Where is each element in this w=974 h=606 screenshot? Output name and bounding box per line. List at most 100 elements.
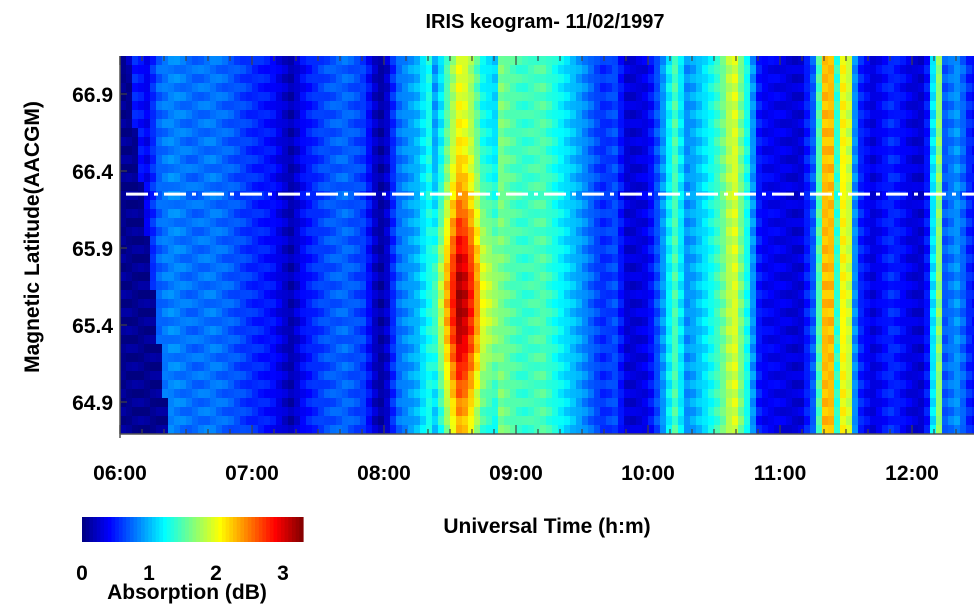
heatmap-cell bbox=[228, 209, 235, 219]
heatmap-cell bbox=[444, 74, 451, 84]
heatmap-cell bbox=[582, 164, 589, 174]
heatmap-cell bbox=[402, 200, 409, 210]
heatmap-cell bbox=[750, 425, 757, 435]
heatmap-cell bbox=[366, 218, 373, 228]
heatmap-cell bbox=[456, 371, 463, 381]
heatmap-cell bbox=[456, 218, 463, 228]
heatmap-cell bbox=[288, 416, 295, 426]
heatmap-cell bbox=[774, 254, 781, 264]
heatmap-cell bbox=[216, 317, 223, 327]
heatmap-cell bbox=[756, 110, 763, 120]
heatmap-cell bbox=[780, 335, 787, 345]
heatmap-cell bbox=[132, 56, 139, 66]
heatmap-cell bbox=[198, 110, 205, 120]
heatmap-cell bbox=[714, 164, 721, 174]
heatmap-cell bbox=[294, 101, 301, 111]
heatmap-cell bbox=[804, 389, 811, 399]
heatmap-cell bbox=[186, 155, 193, 165]
heatmap-cell bbox=[348, 380, 355, 390]
heatmap-cell bbox=[756, 209, 763, 219]
heatmap-cell bbox=[426, 83, 433, 93]
heatmap-cell bbox=[654, 146, 661, 156]
heatmap-cell bbox=[504, 407, 511, 417]
heatmap-cell bbox=[180, 119, 187, 129]
heatmap-cell bbox=[186, 56, 193, 66]
heatmap-cell bbox=[444, 128, 451, 138]
heatmap-cell bbox=[510, 128, 517, 138]
heatmap-cell bbox=[804, 272, 811, 282]
heatmap-cell bbox=[462, 344, 469, 354]
heatmap-cell bbox=[654, 317, 661, 327]
heatmap-cell bbox=[576, 353, 583, 363]
heatmap-cell bbox=[786, 254, 793, 264]
heatmap-cell bbox=[408, 101, 415, 111]
heatmap-cell bbox=[582, 182, 589, 192]
heatmap-cell bbox=[354, 65, 361, 75]
heatmap-cell bbox=[672, 128, 679, 138]
heatmap-cell bbox=[636, 173, 643, 183]
heatmap-cell bbox=[414, 155, 421, 165]
heatmap-cell bbox=[354, 164, 361, 174]
heatmap-cell bbox=[402, 389, 409, 399]
heatmap-cell bbox=[324, 353, 331, 363]
heatmap-cell bbox=[318, 65, 325, 75]
heatmap-cell bbox=[186, 200, 193, 210]
heatmap-cell bbox=[522, 290, 529, 300]
heatmap-cell bbox=[288, 254, 295, 264]
heatmap-cell bbox=[288, 380, 295, 390]
heatmap-cell bbox=[822, 92, 829, 102]
heatmap-cell bbox=[762, 290, 769, 300]
heatmap-cell bbox=[210, 56, 217, 66]
heatmap-cell bbox=[270, 317, 277, 327]
heatmap-cell bbox=[324, 209, 331, 219]
heatmap-cell bbox=[606, 128, 613, 138]
heatmap-cell bbox=[540, 344, 547, 354]
heatmap-cell bbox=[822, 200, 829, 210]
heatmap-cell bbox=[774, 398, 781, 408]
heatmap-cell bbox=[816, 218, 823, 228]
heatmap-cell bbox=[348, 245, 355, 255]
heatmap-cell bbox=[276, 380, 283, 390]
heatmap-cell bbox=[816, 65, 823, 75]
heatmap-cell bbox=[810, 281, 817, 291]
heatmap-cell bbox=[642, 245, 649, 255]
heatmap-cell bbox=[210, 101, 217, 111]
heatmap-cell bbox=[354, 155, 361, 165]
heatmap-cell bbox=[306, 56, 313, 66]
heatmap-cell bbox=[312, 155, 319, 165]
heatmap-cell bbox=[828, 353, 835, 363]
heatmap-cell bbox=[300, 254, 307, 264]
heatmap-cell bbox=[378, 308, 385, 318]
heatmap-cell bbox=[180, 236, 187, 246]
heatmap-cell bbox=[684, 335, 691, 345]
heatmap-cell bbox=[600, 110, 607, 120]
heatmap-cell bbox=[222, 335, 229, 345]
heatmap-cell bbox=[648, 92, 655, 102]
heatmap-cell bbox=[246, 200, 253, 210]
heatmap-cell bbox=[480, 119, 487, 129]
heatmap-cell bbox=[768, 371, 775, 381]
heatmap-cell bbox=[780, 407, 787, 417]
heatmap-cell bbox=[198, 416, 205, 426]
heatmap-cell bbox=[618, 371, 625, 381]
heatmap-cell bbox=[396, 299, 403, 309]
heatmap-cell bbox=[216, 65, 223, 75]
heatmap-cell bbox=[390, 362, 397, 372]
heatmap-cell bbox=[648, 218, 655, 228]
heatmap-cell bbox=[552, 65, 559, 75]
heatmap-cell bbox=[366, 56, 373, 66]
heatmap-cell bbox=[696, 155, 703, 165]
heatmap-cell bbox=[426, 227, 433, 237]
heatmap-cell bbox=[288, 83, 295, 93]
heatmap-cell bbox=[756, 74, 763, 84]
heatmap-cell bbox=[708, 155, 715, 165]
heatmap-cell bbox=[378, 245, 385, 255]
heatmap-cell bbox=[342, 236, 349, 246]
heatmap-cell bbox=[204, 101, 211, 111]
heatmap-cell bbox=[810, 263, 817, 273]
heatmap-cell bbox=[258, 56, 265, 66]
heatmap-cell bbox=[792, 155, 799, 165]
heatmap-cell bbox=[324, 398, 331, 408]
heatmap-cell bbox=[720, 83, 727, 93]
heatmap-cell bbox=[120, 137, 127, 147]
